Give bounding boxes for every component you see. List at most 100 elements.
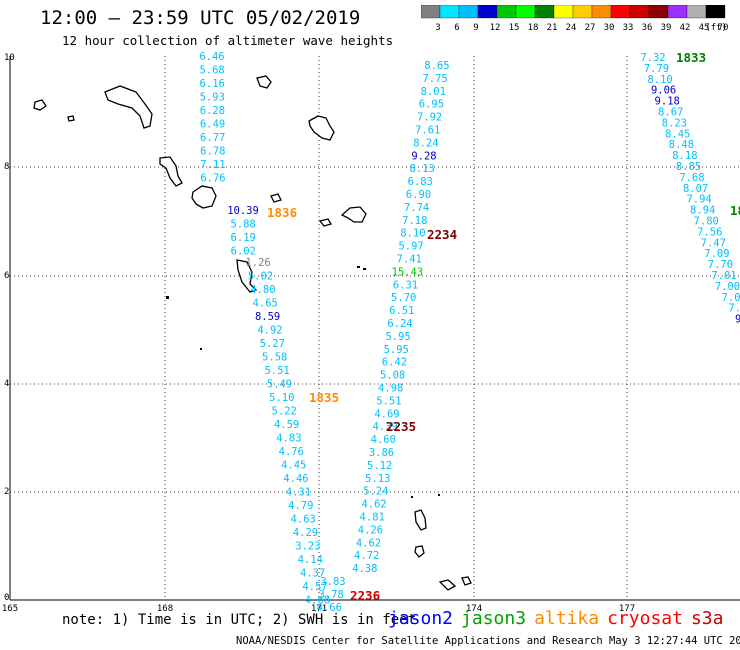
wave-height-value: 7.32	[640, 52, 665, 64]
island-shape	[340, 206, 367, 223]
island-shape	[67, 115, 75, 122]
wave-height-value: 3.23	[295, 541, 320, 553]
wave-height-value: 8.07	[683, 183, 708, 195]
wave-height-color-scale: 3 6 9 12 15 18 21 24 27 30 33 36 39 42 45 70(ft)	[421, 5, 728, 33]
satellite-legend-jason2: jason2	[388, 608, 454, 629]
pass-time-label: 2235	[386, 419, 416, 434]
wave-height-value: 8.48	[669, 139, 694, 151]
axis-tick-labels: 165 168 171 174 177 10 8 6 4 2 0	[2, 53, 635, 614]
pass-time-label: 1835	[309, 390, 339, 405]
island-shape	[414, 509, 427, 531]
wave-height-value: 7.80	[694, 216, 719, 228]
wave-height-value: 6.19	[231, 232, 256, 244]
island-shape	[191, 185, 217, 209]
wave-height-value: 7.75	[422, 73, 447, 85]
scale-label: 30	[604, 23, 615, 33]
wave-height-value: 4.38	[352, 563, 377, 575]
wave-height-value: 8.10	[400, 228, 425, 240]
scale-label: 33	[623, 23, 634, 33]
wave-height-value: 4.76	[279, 446, 304, 458]
wave-height-value: 3.83	[320, 576, 345, 588]
wave-height-value: 4.57	[302, 581, 327, 593]
island-shape	[438, 579, 457, 591]
wave-height-value: 4.63	[291, 514, 316, 526]
wave-height-value: 6.24	[387, 318, 412, 330]
wave-height-value: 4.31	[286, 487, 311, 499]
wave-height-value: 7.00	[715, 281, 740, 293]
wave-height-value: 7.56	[697, 226, 722, 238]
wave-height-value: 7.11	[200, 159, 225, 171]
wave-height-value: 8.01	[421, 86, 446, 98]
scale-label: 3	[435, 23, 440, 33]
wave-height-value: 5.10	[269, 392, 294, 404]
wave-height-value: 4.80	[250, 284, 275, 296]
wave-height-value: 15.43	[392, 266, 424, 278]
wave-height-value: 5.95	[384, 344, 409, 356]
wave-height-value: 4.81	[360, 512, 385, 524]
lon-tick-label: 174	[466, 604, 482, 614]
pass-time-label: 1833	[676, 50, 706, 65]
scale-label: 24	[566, 23, 577, 33]
wave-height-value: 5.97	[398, 241, 423, 253]
wave-height-value: 6.90	[406, 189, 431, 201]
scale-label: 39	[661, 23, 672, 33]
lat-tick-label: 2	[4, 487, 9, 497]
island-outlines	[33, 75, 472, 591]
wave-height-value: 7.94	[686, 194, 711, 206]
satellite-legend-altika: altika	[534, 608, 600, 629]
island-shape	[236, 259, 258, 293]
wave-height-value: 7.79	[644, 63, 669, 75]
wave-height-value: 4.45	[281, 460, 306, 472]
pass-time-label: 2234	[427, 227, 457, 242]
wave-height-value: 5.27	[260, 338, 285, 350]
lon-tick-label: 168	[157, 604, 173, 614]
wave-height-value: 6.83	[408, 176, 433, 188]
wave-height-value: 4.46	[283, 473, 308, 485]
pass-time-label: 1836	[267, 205, 297, 220]
wave-height-value: 7.41	[397, 254, 422, 266]
island-shape	[414, 545, 425, 558]
wave-height-value: 6.46	[199, 51, 224, 63]
scale-label: 45	[699, 23, 710, 33]
island-shape	[256, 75, 272, 89]
wave-height-value: 5.22	[272, 406, 297, 418]
scale-label: 12	[490, 23, 501, 33]
wave-height-value: 6.77	[200, 132, 225, 144]
altimeter-tracks: 6.46 5.686.16 5.936.28 6.496.77 6.787.11 6.76…	[199, 50, 740, 614]
track-jason3-2234: 8.657.758.016.957.927.618.249.288.136.83…	[317, 60, 457, 614]
wave-height-value: 6.95	[419, 99, 444, 111]
wave-height-value: 4.14	[298, 554, 323, 566]
wave-height-value: 5.93	[200, 92, 225, 104]
scale-swatch	[705, 5, 726, 19]
wave-height-value: 6.78	[200, 146, 225, 158]
map-frame	[9, 56, 740, 601]
lat-tick-label: 10	[4, 53, 15, 63]
wave-height-value: 5.24	[363, 486, 388, 498]
wave-height-value: 6.16	[200, 78, 225, 90]
wave-height-value: 4.92	[257, 325, 282, 337]
wave-height-value: 7.74	[404, 202, 429, 214]
map-grid	[10, 56, 740, 600]
map-title: 12:00 – 23:59 UTC 05/02/2019	[40, 7, 361, 29]
wave-height-value: 4.37	[300, 568, 325, 580]
wave-height-value: 8.94	[690, 205, 715, 217]
wave-height-value: 4.69	[374, 408, 399, 420]
wave-height-value: 8.67	[658, 107, 683, 119]
scale-label: 36	[642, 23, 653, 33]
wave-height-value: 5.13	[365, 473, 390, 485]
lat-tick-label: 8	[4, 162, 9, 172]
wave-height-value: 10.39	[227, 205, 259, 217]
wave-height-value: 7.18	[402, 215, 427, 227]
pass-time-label: 18	[730, 203, 740, 218]
scale-label: 9	[473, 23, 478, 33]
wave-height-value: 7.70	[708, 259, 733, 271]
wave-height-value: 4.66	[317, 602, 342, 614]
track-altika-1833: 7.327.798.109.069.188.678.238.458.488.18…	[640, 50, 740, 326]
satellite-legend-jason3: jason3	[461, 608, 527, 629]
scale-label: 27	[585, 23, 596, 33]
wave-height-value: 8.65	[424, 60, 449, 72]
wave-height-value: 4.72	[354, 550, 379, 562]
island-shape	[270, 193, 282, 203]
wave-height-value: 8.10	[647, 74, 672, 86]
